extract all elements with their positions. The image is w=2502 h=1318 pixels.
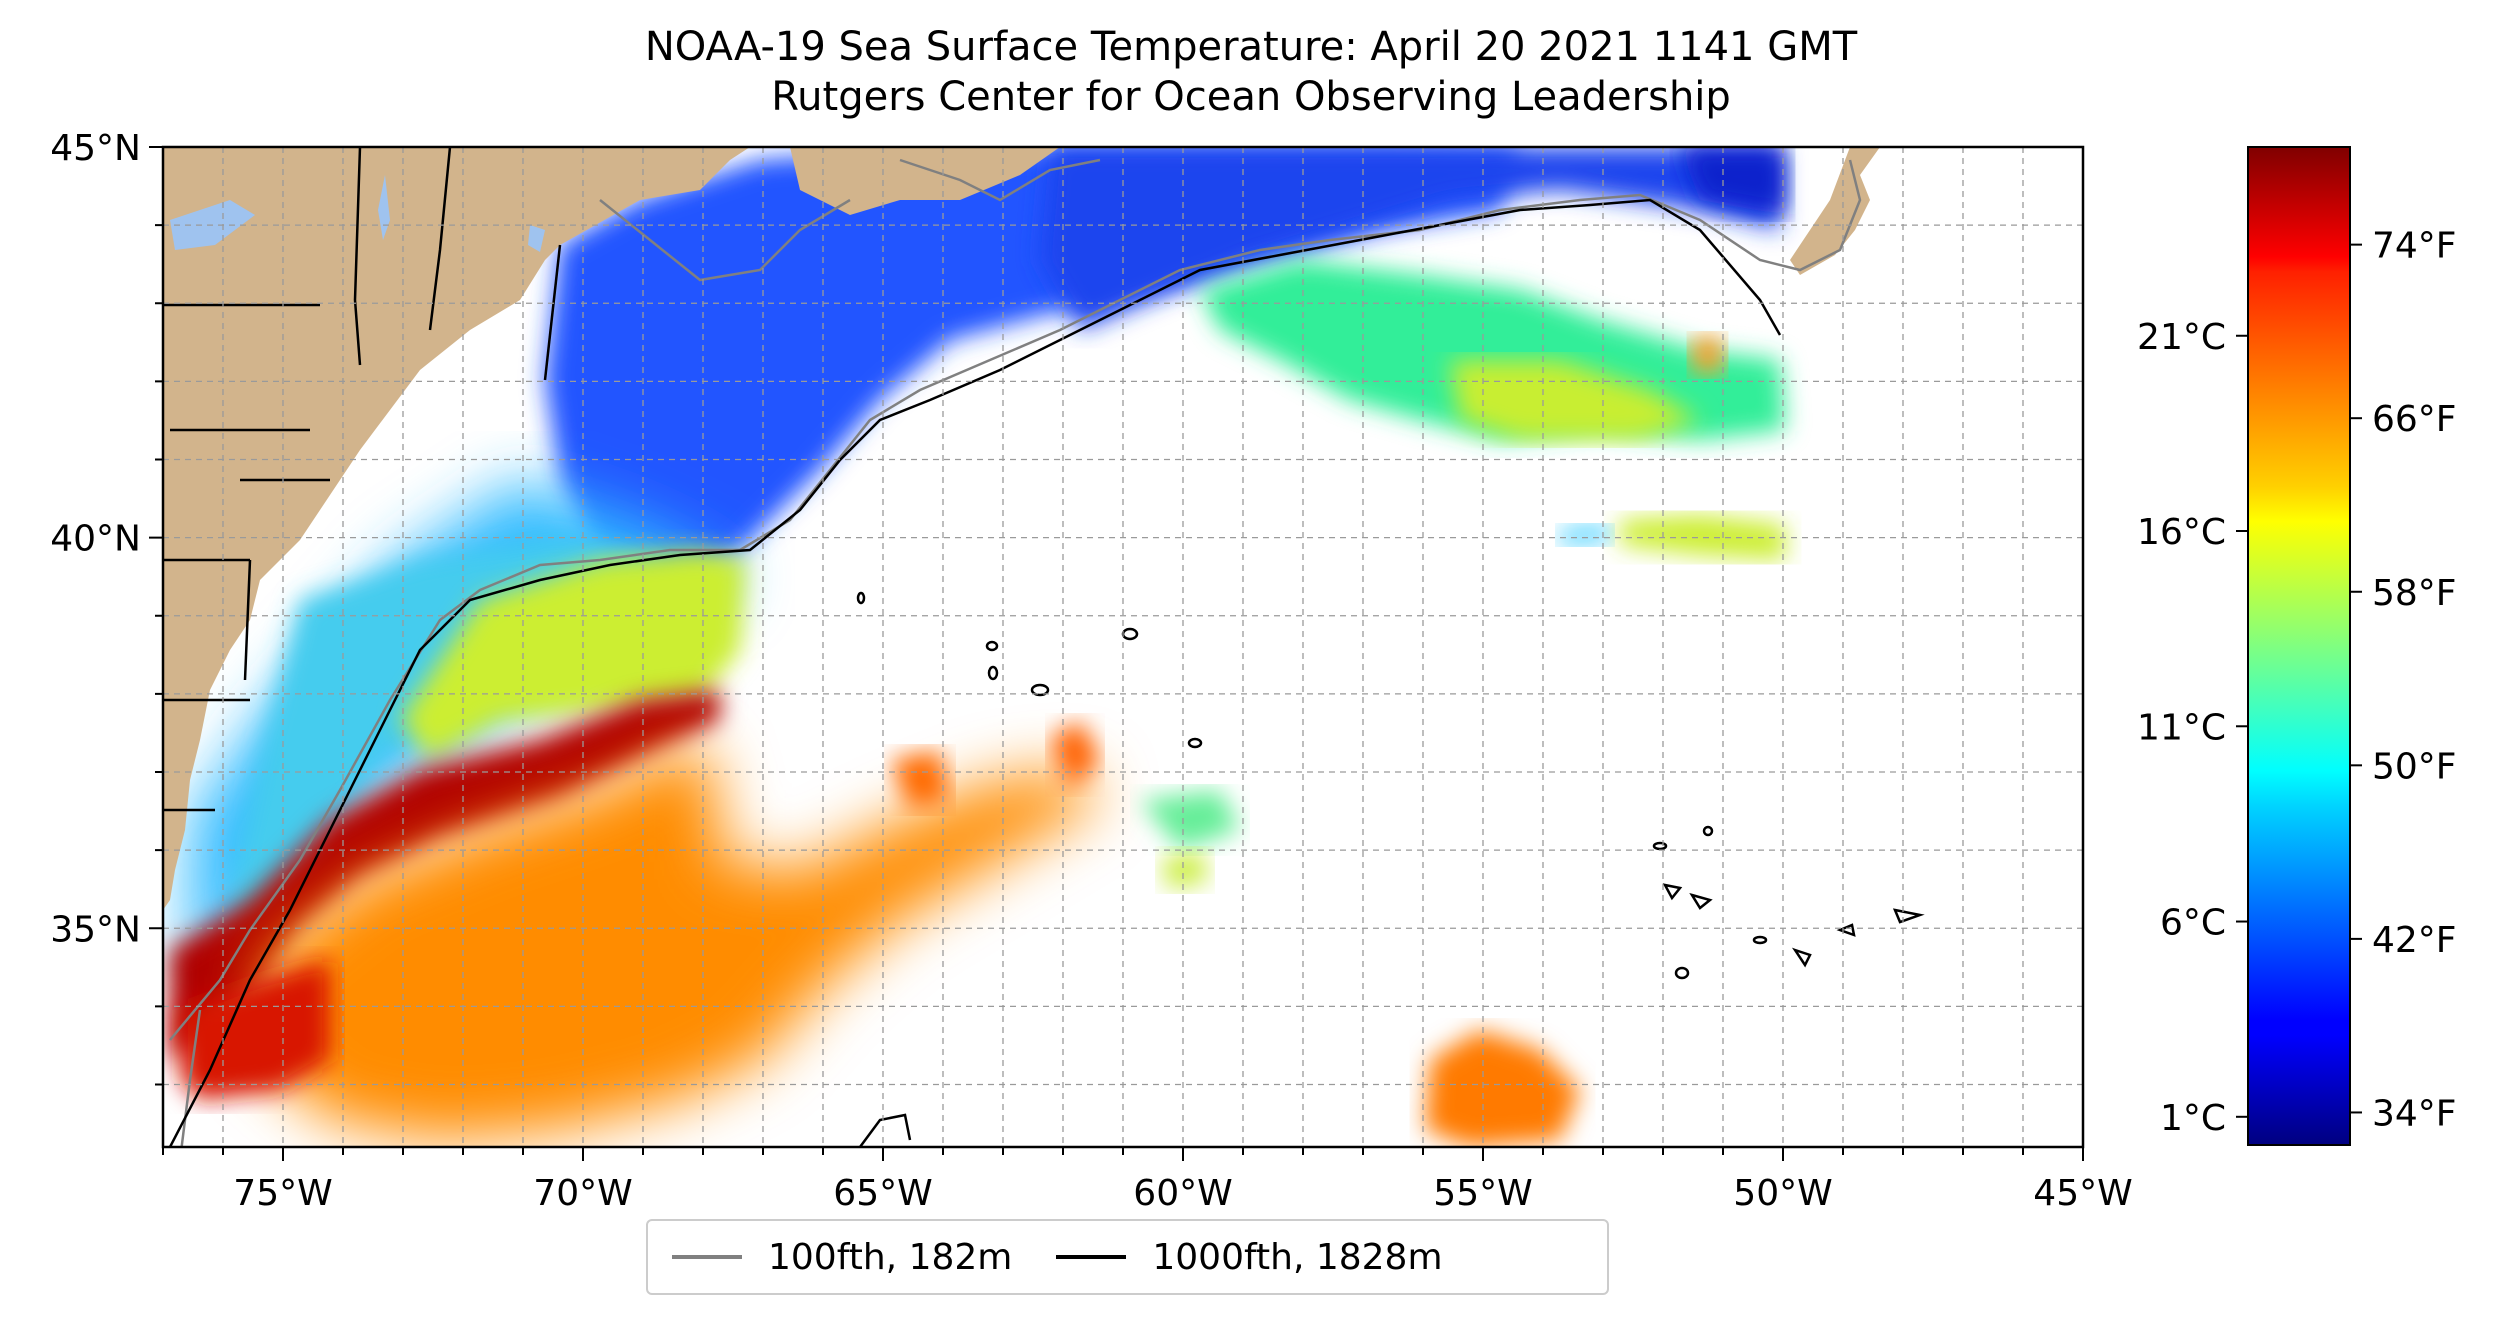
bathymetry-legend: 100fth, 182m 1000fth, 1828m <box>646 1219 1609 1295</box>
legend-line-black <box>1056 1255 1127 1259</box>
legend-label-1000fth: 1000fth, 1828m <box>1152 1236 1443 1278</box>
state-borders <box>163 147 562 812</box>
fahrenheit-tick-label: 66°F <box>2372 399 2457 440</box>
fahrenheit-tick-label: 74°F <box>2372 226 2457 267</box>
x-tick-label: 50°W <box>1733 1173 1832 1214</box>
y-tick-label: 35°N <box>50 909 141 950</box>
y-tick-label: 45°N <box>50 128 141 169</box>
celsius-axis: 21°C 16°C 11°C 6°C 1°C <box>2137 317 2248 1139</box>
colorbar-gradient <box>2248 147 2350 1145</box>
fahrenheit-tick-label: 42°F <box>2372 920 2457 961</box>
celsius-tick-label: 16°C <box>2137 512 2226 553</box>
graticule <box>163 147 2083 1147</box>
land <box>163 147 1880 910</box>
x-tick-label: 45°W <box>2033 1173 2132 1214</box>
fahrenheit-tick-label: 34°F <box>2372 1093 2457 1134</box>
title-line-2: Rutgers Center for Ocean Observing Leade… <box>771 74 1731 120</box>
celsius-tick-label: 1°C <box>2160 1098 2226 1139</box>
bathymetry-1000fth <box>168 198 1925 1147</box>
map-plot-area <box>163 147 2083 1147</box>
x-tick-label: 75°W <box>233 1173 332 1214</box>
celsius-tick-label: 21°C <box>2137 317 2226 358</box>
x-tick-label: 70°W <box>533 1173 632 1214</box>
sst-field <box>170 147 1785 1147</box>
legend-item-100fth: 100fth, 182m <box>672 1237 1012 1278</box>
legend-label-100fth: 100fth, 182m <box>768 1236 1013 1278</box>
x-tick-label: 60°W <box>1133 1173 1232 1214</box>
y-tick-label: 40°N <box>50 519 141 560</box>
title-line-1: NOAA-19 Sea Surface Temperature: April 2… <box>644 24 1858 70</box>
x-tick-label: 65°W <box>833 1173 932 1214</box>
celsius-tick-label: 6°C <box>2160 903 2226 944</box>
legend-item-1000fth: 1000fth, 1828m <box>1056 1236 1443 1278</box>
fahrenheit-tick-label: 58°F <box>2372 573 2457 614</box>
map-title: NOAA-19 Sea Surface Temperature: April 2… <box>0 22 2502 122</box>
fahrenheit-axis: 74°F 66°F 58°F 50°F 42°F 34°F <box>2350 226 2457 1134</box>
legend-line-gray <box>672 1255 742 1259</box>
longitude-axis: 75°W 70°W 65°W 60°W 55°W 50°W 45°W <box>162 1147 2133 1214</box>
latitude-axis: 45°N 40°N 35°N <box>50 128 163 1086</box>
colorbar-frame <box>2247 146 2351 1146</box>
bathymetry-100fth <box>169 158 1862 1147</box>
celsius-tick-label: 11°C <box>2137 707 2226 748</box>
x-tick-label: 55°W <box>1433 1173 1532 1214</box>
fahrenheit-tick-label: 50°F <box>2372 746 2457 787</box>
